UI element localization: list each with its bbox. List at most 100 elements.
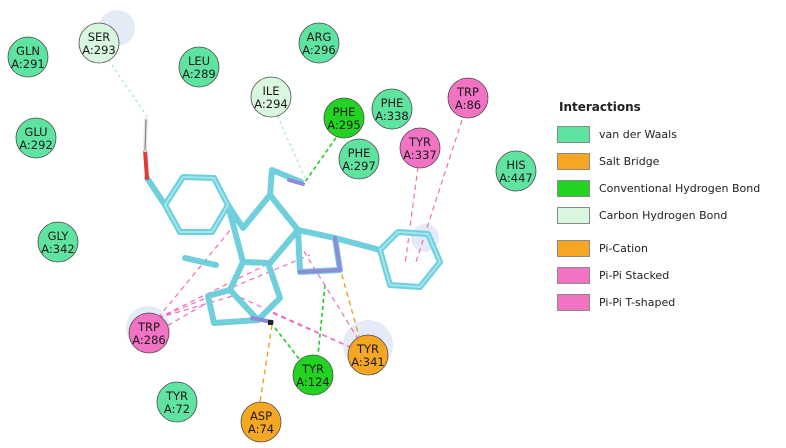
residue-circle [347, 334, 389, 376]
residue-label: A:337 [403, 148, 437, 162]
residue-label: TYR [408, 135, 431, 149]
residue-label: A:291 [11, 57, 45, 71]
legend-label: van der Waals [599, 127, 677, 141]
residue-label: TYR [301, 362, 324, 376]
legend-item: Pi-Pi T-shaped [557, 290, 779, 314]
legend-label: Conventional Hydrogen Bond [599, 181, 761, 195]
residue-label: A:289 [182, 67, 216, 81]
residue-label: A:342 [41, 242, 75, 256]
residue-circle [399, 127, 441, 169]
legend-label: Carbon Hydrogen Bond [599, 208, 728, 222]
h-bond-line [274, 327, 301, 361]
residue-label: ASP [250, 409, 272, 423]
residue-label: A:293 [82, 43, 116, 57]
legend-items: van der Waals Salt Bridge Conventional Hyd… [557, 122, 779, 314]
legend-title: Interactions [559, 100, 641, 114]
residue-circle [447, 77, 489, 119]
residue-label: SER [88, 30, 111, 44]
residue-label: ILE [262, 84, 279, 98]
pi-tshaped-line [234, 294, 369, 356]
pi-stacked-line [159, 299, 213, 331]
h-bond-line [304, 131, 341, 183]
residue-label: A:86 [455, 98, 481, 112]
residue-label: TYR [165, 389, 188, 403]
residue-label: HIS [506, 158, 525, 172]
legend-swatch [557, 266, 590, 284]
legend-item: Pi-Cation [557, 236, 779, 260]
pi-stacked-line [157, 264, 267, 319]
residue-label: GLU [24, 125, 47, 139]
residue-circle [495, 150, 537, 192]
residue-circle [250, 76, 292, 118]
residue-label: A:297 [342, 159, 376, 173]
residue-label: PHE [333, 105, 356, 119]
residue-label: A:124 [296, 375, 330, 389]
residue-label: PHE [381, 96, 404, 110]
legend-item: Carbon Hydrogen Bond [557, 203, 779, 227]
ligand-bond-marker [268, 320, 273, 325]
residue-label: TRP [137, 320, 160, 334]
legend-item: Salt Bridge [557, 149, 779, 173]
residue-label: ARG [307, 30, 332, 44]
residue-label: TYR [356, 342, 379, 356]
salt-bridge-line [259, 324, 273, 403]
residue-circle [338, 138, 380, 180]
pi-stacked-line [157, 294, 237, 319]
pi-tshaped-line [414, 119, 463, 266]
residue-circle [156, 381, 198, 423]
residue-label: GLY [48, 229, 70, 243]
ligand-oxygen [143, 148, 149, 180]
residue-circle [78, 22, 120, 64]
residue-circle [323, 97, 365, 139]
legend-swatch [557, 239, 590, 257]
residue-label: TRP [456, 85, 479, 99]
residue-circle [7, 36, 49, 78]
residue-label: A:295 [327, 118, 361, 132]
residue-label: A:341 [351, 355, 385, 369]
residue-circle [37, 221, 79, 263]
residue-circle [371, 88, 413, 130]
residue-label: A:74 [248, 422, 274, 436]
residue-label: A:338 [375, 109, 409, 123]
residue-label: A:294 [254, 97, 288, 111]
legend-swatch [557, 206, 590, 224]
legend: Interactions van der Waals Salt Bridge Con… [557, 98, 779, 317]
residue-circle [15, 117, 57, 159]
residue-label: A:72 [164, 402, 190, 416]
pi-cation-line [339, 267, 361, 341]
legend-swatch [557, 179, 590, 197]
ligand-outline [144, 167, 443, 326]
residue-circle [240, 401, 282, 443]
legend-swatch [557, 152, 590, 170]
ligand-hydroxyl-edge [144, 119, 147, 151]
legend-swatch [557, 293, 590, 311]
residue-circle [292, 354, 334, 396]
legend-item: van der Waals [557, 122, 779, 146]
residue-label: A:447 [499, 171, 533, 185]
residue-label: A:296 [302, 43, 336, 57]
legend-label: Salt Bridge [599, 154, 660, 168]
carbon-h-bond-line [274, 109, 306, 179]
residue-label: GLN [16, 44, 40, 58]
carbon-h-bond-line [104, 54, 149, 119]
residue-circle [178, 46, 220, 88]
residue-label: LEU [188, 54, 210, 68]
residue-label: A:286 [132, 333, 166, 347]
h-bond-line [317, 284, 326, 356]
